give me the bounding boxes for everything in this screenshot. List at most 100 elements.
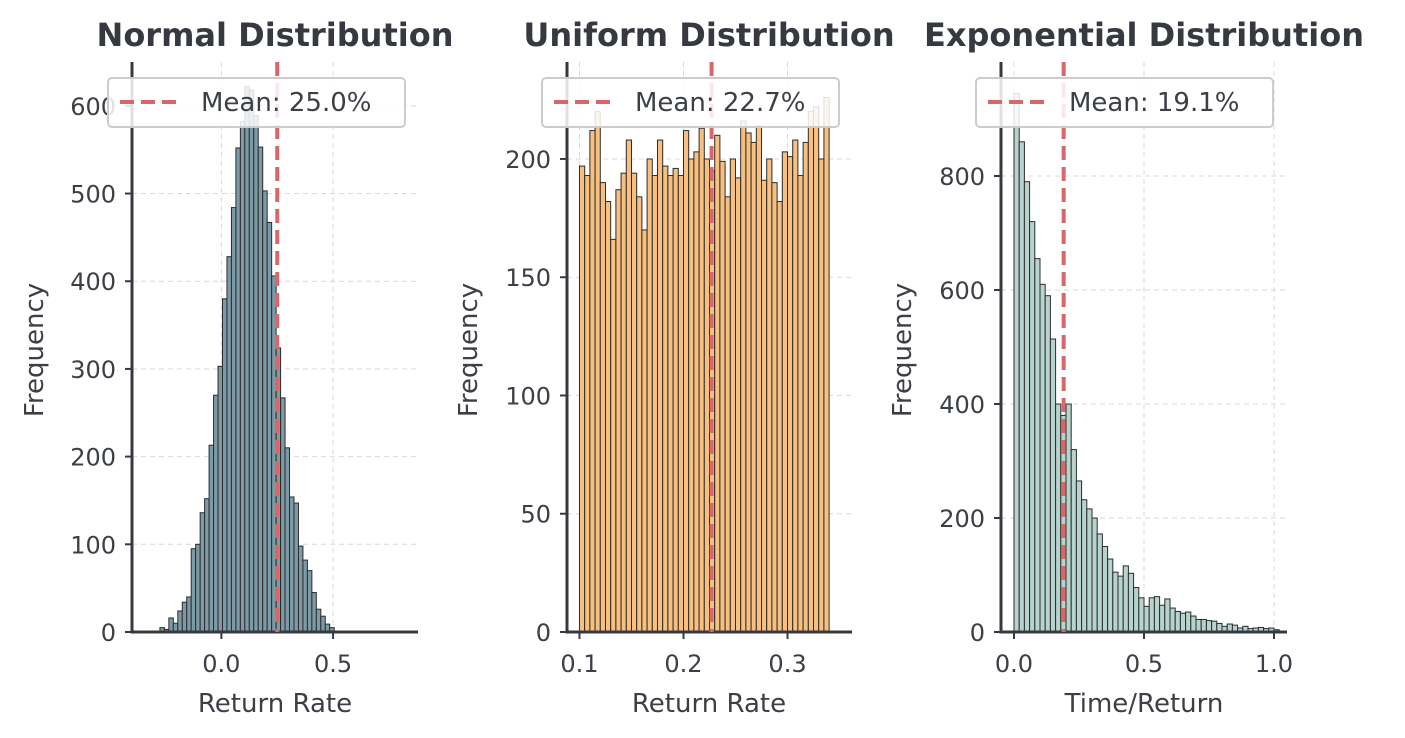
uniform-legend: Mean: 22.7% — [541, 77, 840, 128]
exponential-bar — [1101, 546, 1109, 633]
uniform-ytick-label: 50 — [520, 501, 551, 529]
exponential-ticks: 0 200 400 600 800 0.0 0.5 1.0 — [939, 163, 1293, 678]
uniform-bar — [651, 175, 658, 633]
uniform-ytick-label: 200 — [505, 146, 551, 174]
normal-bar — [306, 570, 313, 633]
exponential-ytick-label: 0 — [970, 619, 985, 647]
uniform-bar — [755, 125, 763, 633]
uniform-bar — [729, 158, 737, 633]
normal-legend-box — [107, 77, 406, 128]
normal-bar — [168, 617, 174, 633]
uniform-bar — [781, 151, 789, 633]
normal-ytick-label: 300 — [70, 356, 116, 384]
exponential-bar — [1096, 533, 1103, 633]
exponential-bar — [1086, 508, 1093, 633]
uniform-bar — [792, 139, 799, 633]
normal-ytick-label: 0 — [101, 619, 116, 647]
uniform-bar — [693, 151, 700, 633]
normal-title: Normal Distribution — [97, 16, 454, 54]
exponential-bar — [1117, 575, 1124, 633]
normal-bar — [284, 447, 291, 633]
normal-bar — [235, 147, 241, 633]
uniform-bar — [735, 177, 742, 633]
exponential-bar — [1200, 618, 1207, 633]
exponential-bar — [1205, 620, 1213, 633]
uniform-bar — [818, 158, 825, 633]
exponential-bar — [1133, 587, 1140, 633]
normal-bar — [257, 146, 264, 633]
uniform-bar — [724, 196, 731, 633]
uniform-legend-label: Mean: 22.7% — [635, 88, 805, 118]
exponential-xlabel: Time/Return — [1064, 689, 1224, 719]
normal-panel: Normal Distribution 01002003004005006000… — [20, 16, 453, 719]
uniform-bar — [688, 158, 695, 633]
uniform-bar — [594, 111, 601, 633]
normal-bar — [248, 89, 255, 633]
exponential-title: Exponential Distribution — [924, 16, 1364, 54]
uniform-xtick-label: 0.2 — [664, 650, 702, 678]
normal-bar — [204, 498, 210, 633]
uniform-bar — [615, 189, 622, 633]
exponential-bar — [1122, 565, 1129, 633]
normal-legend-label: Mean: 25.0% — [201, 88, 371, 118]
normal-bar — [266, 221, 273, 633]
exponential-bar — [1153, 596, 1161, 633]
normal-bar — [190, 548, 197, 633]
uniform-ytick-label: 0 — [536, 619, 551, 647]
uniform-bar — [807, 111, 815, 633]
exponential-bar — [1018, 141, 1025, 633]
uniform-xtick-label: 0.1 — [560, 650, 598, 678]
normal-bar — [315, 608, 322, 633]
normal-ytick-label: 500 — [70, 181, 116, 209]
exponential-legend-box — [975, 77, 1274, 128]
exponential-bar — [1211, 620, 1218, 633]
uniform-ytick-label: 100 — [505, 382, 551, 410]
normal-bar — [208, 444, 215, 633]
uniform-xtick-label: 0.3 — [768, 650, 806, 678]
uniform-bar — [750, 141, 757, 633]
exponential-bar — [1055, 403, 1062, 633]
uniform-bar — [584, 175, 591, 633]
exponential-bar — [1091, 517, 1098, 633]
normal-bar — [199, 512, 206, 633]
normal-ytick-label: 100 — [70, 531, 116, 559]
uniform-bar — [771, 182, 778, 633]
normal-ytick-label: 400 — [70, 268, 116, 296]
uniform-bar — [776, 201, 783, 633]
exponential-xtick-label: 1.0 — [1255, 650, 1293, 678]
uniform-bar — [761, 179, 768, 633]
uniform-bar — [823, 96, 830, 633]
uniform-bar — [698, 127, 705, 633]
exponential-ytick-label: 800 — [939, 163, 985, 191]
normal-bar — [186, 596, 192, 633]
exponential-bar — [1169, 607, 1176, 633]
exponential-bar — [1138, 597, 1145, 633]
exponential-bar — [1112, 571, 1119, 633]
exponential-bar — [1039, 283, 1046, 633]
exponential-bar — [1190, 615, 1197, 633]
uniform-bar — [599, 182, 606, 633]
normal-ytick-label: 200 — [70, 444, 116, 472]
uniform-axes — [565, 62, 852, 634]
uniform-bar — [719, 160, 726, 633]
uniform-bar — [646, 158, 653, 633]
normal-bar — [262, 190, 268, 633]
exponential-bar — [1065, 403, 1072, 633]
normal-bar — [280, 397, 286, 633]
exponential-bar — [1049, 338, 1057, 633]
normal-bar — [289, 496, 295, 633]
exponential-bar — [1185, 611, 1192, 633]
normal-bar — [293, 502, 299, 633]
uniform-bar — [589, 130, 596, 633]
normal-xlabel: Return Rate — [198, 689, 352, 719]
exponential-bar — [1013, 92, 1020, 633]
exponential-bar — [1179, 612, 1187, 633]
normal-bar — [311, 592, 317, 633]
uniform-bar — [787, 156, 794, 633]
normal-bar — [181, 601, 188, 633]
exponential-bar — [1195, 618, 1202, 633]
uniform-ticks: 0 50 100 150 200 0.1 0.2 0.3 — [505, 146, 806, 678]
normal-bar — [195, 543, 201, 633]
uniform-ylabel: Frequency — [454, 283, 484, 417]
